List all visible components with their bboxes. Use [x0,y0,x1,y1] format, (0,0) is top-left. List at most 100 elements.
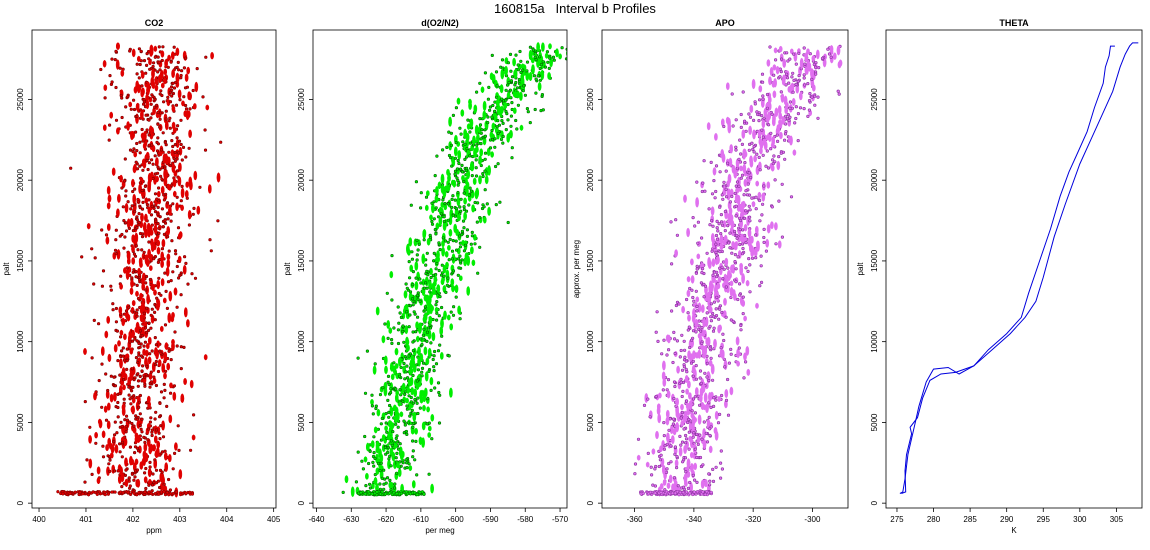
data-point [382,468,386,472]
data-point [120,69,125,77]
data-point [827,52,832,56]
data-point [659,453,663,457]
data-point [724,398,729,403]
data-point [415,253,419,257]
data-point [737,157,741,161]
data-point [157,231,161,235]
data-point [387,459,391,470]
data-point [179,367,183,371]
data-point [168,164,173,168]
data-point [124,414,129,418]
data-point [204,55,208,59]
data-point [458,205,462,209]
data-point [720,349,725,360]
data-point [431,357,435,362]
data-point [178,492,183,497]
data-point [192,413,196,417]
data-point [427,472,431,476]
data-point [157,276,161,280]
data-point [501,134,505,139]
data-point [159,89,163,93]
data-point [797,73,801,78]
data-point [453,156,458,160]
data-point [533,107,537,112]
data-point [715,219,719,223]
data-point [160,278,165,287]
data-point [539,62,544,67]
data-point [159,325,164,332]
data-point [414,281,419,291]
data-point [147,183,151,193]
data-point [750,245,755,257]
data-point [154,103,159,108]
data-point [168,116,172,120]
data-point [725,377,730,382]
data-point [154,450,159,459]
data-point [386,450,390,455]
data-point [482,205,486,209]
data-point [808,91,812,96]
data-point [488,105,493,109]
data-point [421,253,426,265]
data-point [398,374,402,378]
data-point [656,406,661,416]
data-point [456,196,461,207]
data-point [436,381,441,385]
data-point [143,140,148,147]
data-point [496,131,500,135]
data-point [691,313,696,324]
data-point [124,229,129,233]
data-point [430,483,434,494]
data-point [128,340,132,344]
data-point [745,193,750,197]
data-point [536,42,540,52]
data-point [783,157,787,161]
data-point [758,85,763,93]
data-point [679,416,683,420]
data-point [523,93,528,97]
data-point [742,151,746,160]
data-point [636,454,641,461]
data-point [684,437,689,441]
data-point [437,390,441,395]
data-point [135,141,139,146]
data-point [694,377,699,381]
panel-frame [885,29,1143,509]
data-point [166,253,171,261]
data-point [403,377,407,381]
data-point [106,388,110,393]
data-point [109,284,113,288]
data-point [111,308,115,312]
panel-title: d(O2/N2) [421,18,459,28]
data-point [180,204,184,211]
data-point [683,433,688,438]
data-point [706,122,711,131]
data-point [153,55,157,59]
data-point [794,105,798,109]
data-point [121,406,126,417]
data-point [441,246,445,257]
data-point [409,400,413,404]
data-point [372,365,377,375]
data-point [132,478,136,482]
data-point [483,151,488,155]
data-point [656,339,660,344]
data-point [743,352,747,361]
data-point [415,401,419,405]
data-point [128,148,133,152]
data-point [749,159,754,168]
data-point [439,326,444,336]
data-point [708,346,712,350]
data-point [649,473,654,477]
data-point [767,111,772,121]
data-point [149,491,153,496]
data-point [710,311,715,316]
data-point [679,348,683,353]
data-point [163,452,168,461]
data-point [425,190,430,197]
data-point [494,70,499,74]
data-point [404,429,409,434]
data-point [167,249,171,253]
data-point [145,203,149,207]
data-point [762,240,766,244]
